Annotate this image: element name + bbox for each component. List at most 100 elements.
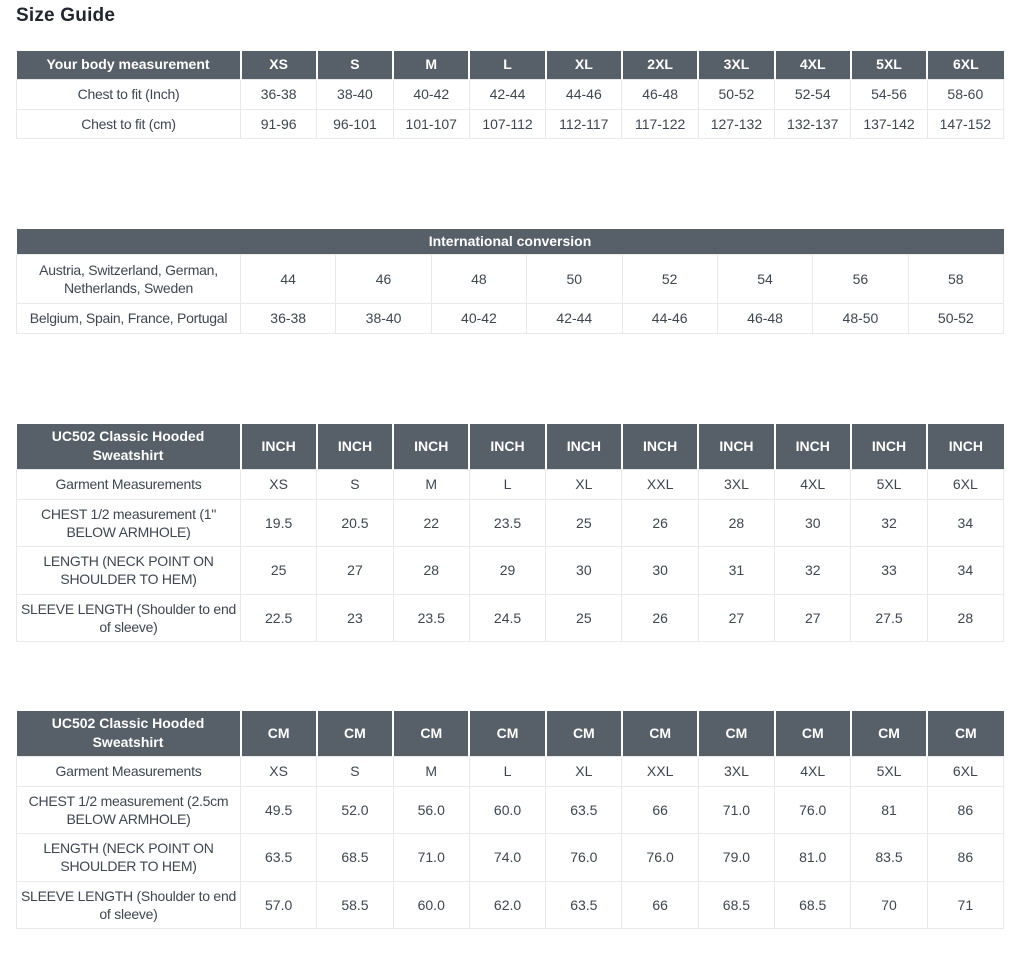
value-cell: 52-54 — [774, 79, 852, 110]
value-cell: 57.0 — [239, 880, 318, 929]
row-label: Belgium, Spain, France, Portugal — [16, 302, 241, 334]
value-cell: 46-48 — [716, 302, 814, 334]
table-row: Chest to fit (cm) 91-96 96-101 101-107 107-1… — [16, 108, 1005, 139]
value-cell: 32 — [774, 546, 852, 595]
value-cell: 44 — [239, 254, 337, 304]
value-cell: 147-152 — [926, 108, 1005, 139]
table-row: Belgium, Spain, France, Portugal 36-38 38-… — [16, 302, 1005, 334]
row-label: Austria, Switzerland, German, Netherland… — [16, 254, 241, 304]
value-cell: 25 — [239, 546, 318, 595]
value-cell: XXL — [621, 756, 699, 787]
value-cell: 40-42 — [430, 302, 528, 334]
value-cell: 6XL — [926, 756, 1005, 787]
column-header: CM — [315, 711, 394, 757]
value-cell: 56 — [812, 254, 909, 304]
table-row: LENGTH (NECK POINT ON SHOULDER TO HEM) 63… — [16, 833, 1005, 882]
value-cell: 62.0 — [468, 880, 547, 929]
table-row: Austria, Switzerland, German, Netherland… — [16, 254, 1005, 304]
value-cell: 91-96 — [239, 108, 318, 139]
column-header: UC502 Classic Hooded Sweatshirt — [16, 424, 241, 470]
value-cell: 44-46 — [545, 79, 623, 110]
column-header: M — [392, 51, 470, 80]
value-cell: 38-40 — [316, 79, 394, 110]
value-cell: 63.5 — [239, 833, 318, 882]
table-header-row: UC502 Classic Hooded Sweatshirt INCH INCH I… — [16, 424, 1004, 470]
value-cell: 71.0 — [392, 833, 470, 882]
column-header: INCH — [926, 424, 1004, 470]
value-cell: 86 — [926, 785, 1005, 834]
value-cell: 42-44 — [468, 79, 547, 110]
table-row: Garment Measurements XS S M L XL XXL 3XL 4XL 5XL 6… — [16, 756, 1005, 787]
column-header: 6XL — [926, 51, 1004, 80]
row-label: LENGTH (NECK POINT ON SHOULDER TO HEM) — [16, 546, 241, 595]
value-cell: 68.5 — [697, 880, 776, 929]
column-header: CM — [773, 711, 851, 757]
value-cell: 50-52 — [907, 302, 1005, 334]
value-cell: 38-40 — [335, 302, 432, 334]
value-cell: 44-46 — [621, 302, 718, 334]
value-cell: 40-42 — [392, 79, 470, 110]
value-cell: 27 — [316, 546, 394, 595]
value-cell: 81 — [850, 785, 928, 834]
value-cell: 81.0 — [774, 833, 852, 882]
value-cell: L — [468, 469, 547, 500]
table-row: Garment Measurements XS S M L XL XXL 3XL 4XL 5XL 6… — [16, 469, 1005, 500]
value-cell: 52 — [621, 254, 718, 304]
table-international-conversion: International conversion Austria, Switze… — [16, 229, 1005, 334]
value-cell: 3XL — [697, 469, 776, 500]
value-cell: XS — [239, 469, 318, 500]
column-header: 2XL — [620, 51, 699, 80]
value-cell: S — [316, 756, 394, 787]
value-cell: 52.0 — [316, 785, 394, 834]
column-header: INCH — [468, 424, 546, 470]
value-cell: 32 — [850, 498, 928, 547]
column-header: INCH — [392, 424, 470, 470]
row-label: Chest to fit (cm) — [16, 108, 241, 139]
value-cell: 23.5 — [468, 498, 547, 547]
value-cell: 25 — [545, 593, 623, 642]
column-header: INCH — [697, 424, 775, 470]
value-cell: 27.5 — [850, 593, 928, 642]
column-header: Your body measurement — [16, 51, 241, 80]
column-header: S — [315, 51, 394, 80]
value-cell: 79.0 — [697, 833, 776, 882]
value-cell: 29 — [468, 546, 547, 595]
column-header: XL — [544, 51, 622, 80]
value-cell: 54-56 — [850, 79, 928, 110]
value-cell: 68.5 — [316, 833, 394, 882]
value-cell: 28 — [926, 593, 1005, 642]
value-cell: 68.5 — [774, 880, 852, 929]
value-cell: 5XL — [850, 756, 928, 787]
value-cell: 23 — [316, 593, 394, 642]
value-cell: 76.0 — [545, 833, 623, 882]
value-cell: 36-38 — [239, 79, 318, 110]
value-cell: 26 — [621, 593, 699, 642]
column-header: INCH — [315, 424, 394, 470]
column-header: CM — [239, 711, 317, 757]
value-cell: 22.5 — [239, 593, 318, 642]
row-label: Chest to fit (Inch) — [16, 79, 241, 110]
table-row: CHEST 1/2 measurement (1" BELOW ARMHOLE)… — [16, 498, 1005, 547]
value-cell: 74.0 — [468, 833, 547, 882]
column-header: CM — [468, 711, 546, 757]
value-cell: 117-122 — [621, 108, 699, 139]
column-header: 5XL — [849, 51, 928, 80]
column-header: CM — [849, 711, 928, 757]
row-label: LENGTH (NECK POINT ON SHOULDER TO HEM) — [16, 833, 241, 882]
value-cell: 112-117 — [545, 108, 623, 139]
value-cell: 27 — [774, 593, 852, 642]
value-cell: 23.5 — [392, 593, 470, 642]
value-cell: 66 — [621, 880, 699, 929]
value-cell: 20.5 — [316, 498, 394, 547]
value-cell: XL — [545, 756, 623, 787]
value-cell: 49.5 — [239, 785, 318, 834]
column-header: CM — [392, 711, 470, 757]
value-cell: 30 — [774, 498, 852, 547]
table-row: Chest to fit (Inch) 36-38 38-40 40-42 42-44 4… — [16, 79, 1005, 110]
value-cell: 63.5 — [545, 880, 623, 929]
table-header-row: International conversion — [16, 229, 1004, 255]
size-guide-page: Size Guide Your body measurement XS S M L XL 2… — [0, 5, 1027, 929]
table-header-row: Your body measurement XS S M L XL 2XL 3XL 4XL 5XL… — [16, 51, 1004, 80]
column-header: CM — [544, 711, 622, 757]
column-header: INCH — [239, 424, 317, 470]
